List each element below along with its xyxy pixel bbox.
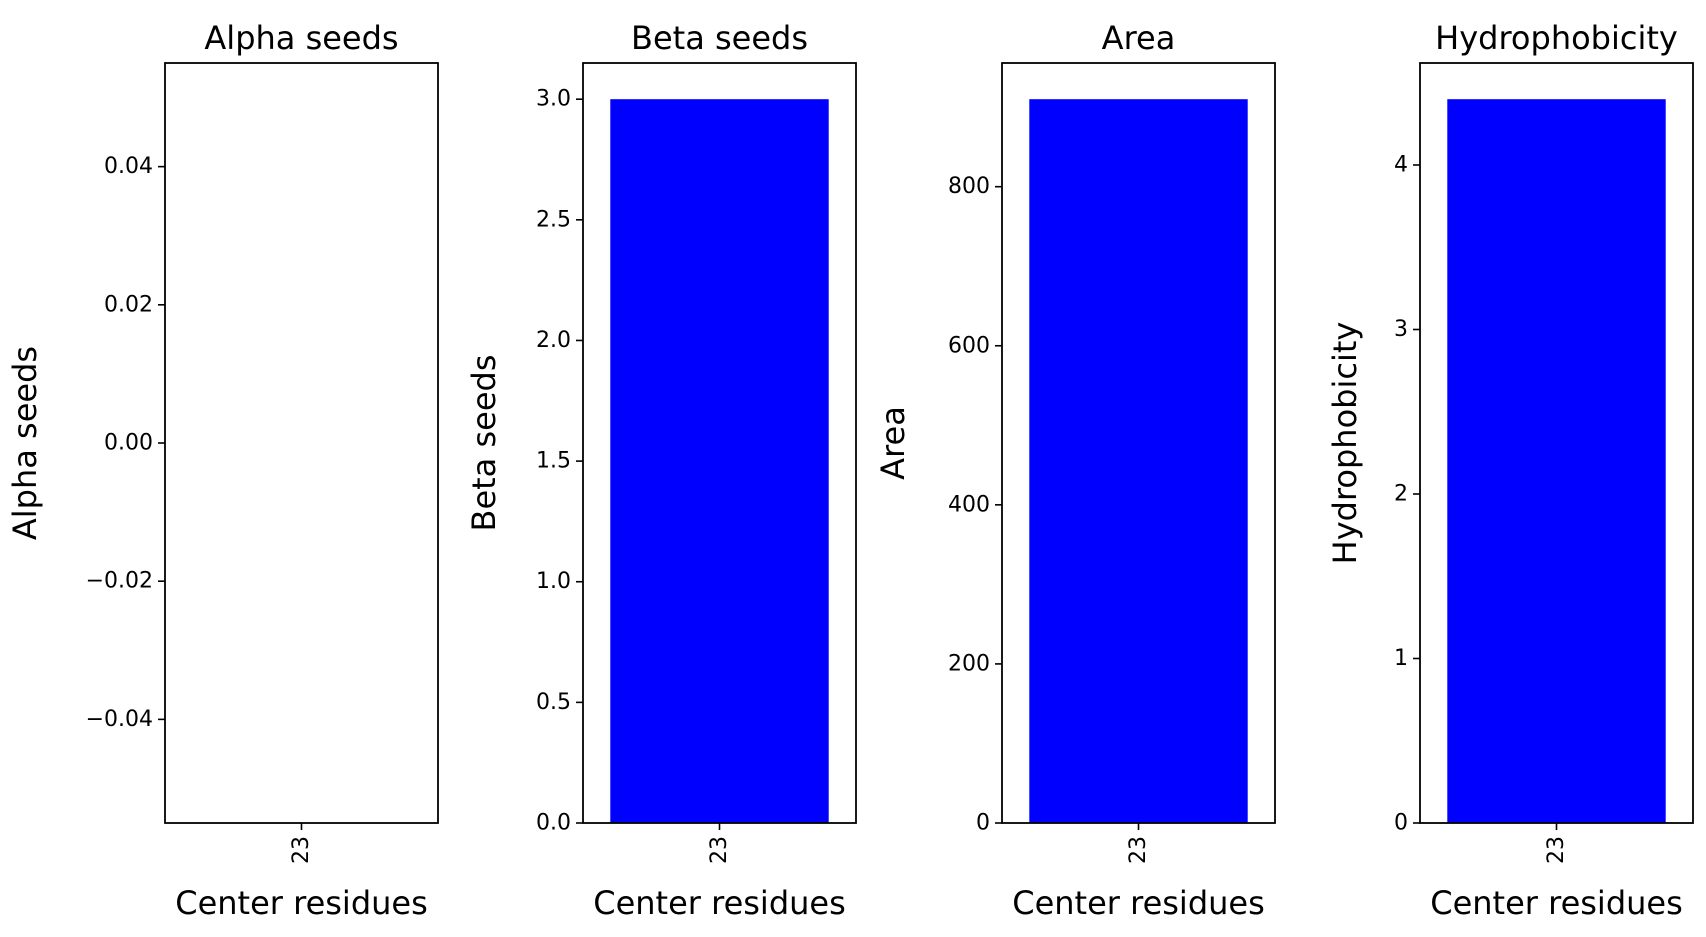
x-tick-label: 23 — [289, 836, 314, 864]
plot-frame — [1001, 62, 1276, 824]
plot-frame — [582, 62, 857, 824]
y-tick-label: 2.0 — [536, 328, 571, 353]
y-tick-label: 3.0 — [536, 87, 571, 112]
y-tick-label: 2.5 — [536, 207, 571, 232]
y-axis-label: Beta seeds — [465, 355, 503, 532]
y-axis-label: Hydrophobicity — [1326, 322, 1364, 565]
y-tick-label: 800 — [948, 174, 990, 199]
x-axis-label: Center residues — [175, 884, 428, 922]
x-axis-label: Center residues — [593, 884, 846, 922]
plot-frame — [1419, 62, 1694, 824]
panel-title: Beta seeds — [631, 19, 808, 57]
y-tick-label: 0.5 — [536, 690, 571, 715]
y-tick-label: −0.02 — [86, 569, 153, 594]
x-axis-label: Center residues — [1430, 884, 1683, 922]
y-tick-label: 1 — [1394, 646, 1408, 671]
y-tick-label: 200 — [948, 651, 990, 676]
y-tick-label: 0.0 — [536, 811, 571, 836]
plot-frame — [164, 62, 439, 824]
y-axis-label: Alpha seeds — [6, 346, 44, 540]
chart-panel-3: 23 0 200 400 600 800 Area Center residues Area — [874, 19, 1276, 922]
y-tick-label: 600 — [948, 333, 990, 358]
y-tick-label: −0.04 — [86, 707, 153, 732]
y-tick-label: 0.00 — [104, 431, 153, 456]
bar — [1029, 99, 1248, 823]
y-tick-label: 4 — [1394, 152, 1408, 177]
bar — [610, 99, 829, 823]
panel-title: Hydrophobicity — [1435, 19, 1678, 57]
y-tick-label: 0 — [976, 811, 990, 836]
y-tick-label: 400 — [948, 492, 990, 517]
y-tick-label: 0 — [1394, 811, 1408, 836]
y-tick-label: 0.04 — [104, 154, 153, 179]
x-tick-label: 23 — [1126, 836, 1151, 864]
panel-title: Alpha seeds — [204, 19, 398, 57]
x-tick-label: 23 — [707, 836, 732, 864]
y-tick-label: 0.02 — [104, 292, 153, 317]
chart-panel-1: 23 −0.04 −0.02 0.00 0.02 0.04 Alpha seeds Cente… — [6, 19, 439, 922]
y-tick-label: 3 — [1394, 317, 1408, 342]
panel-title: Area — [1102, 19, 1176, 57]
bar — [1447, 99, 1666, 823]
y-tick-label: 1.0 — [536, 569, 571, 594]
x-axis-label: Center residues — [1012, 884, 1265, 922]
chart-panel-2: 23 0.0 0.5 1.0 1.5 2.0 2.5 3.0 Beta seeds Center … — [465, 19, 857, 922]
y-tick-label: 2 — [1394, 481, 1408, 506]
y-axis-label: Area — [874, 406, 912, 480]
y-tick-label: 1.5 — [536, 449, 571, 474]
x-tick-label: 23 — [1544, 836, 1569, 864]
